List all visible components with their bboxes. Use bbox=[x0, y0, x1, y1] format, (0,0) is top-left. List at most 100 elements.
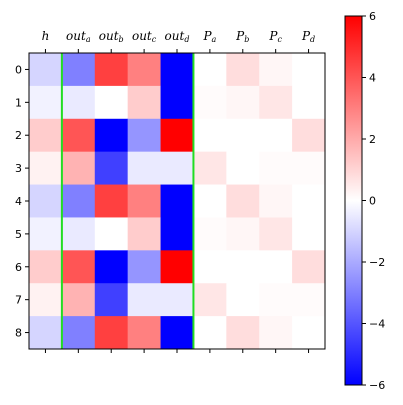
heatmap-cell bbox=[29, 250, 63, 284]
heatmap-cell bbox=[226, 151, 260, 185]
heatmap-cell bbox=[226, 250, 260, 284]
y-tick-label: 8 bbox=[15, 327, 22, 340]
y-tick-label: 4 bbox=[15, 195, 22, 208]
colorbar-tick-label: 6 bbox=[369, 10, 376, 23]
colorbar-tick-label: −6 bbox=[369, 379, 385, 392]
x-tick-label: outd bbox=[165, 29, 190, 44]
heatmap-cell bbox=[292, 85, 326, 120]
heatmap-cell bbox=[127, 85, 161, 120]
heatmap-cell bbox=[259, 85, 293, 120]
heatmap-cell bbox=[193, 118, 227, 153]
x-tick-label: outb bbox=[99, 29, 124, 44]
x-tick-label: outa bbox=[66, 29, 91, 44]
heatmap-cell bbox=[94, 118, 129, 153]
heatmap-cell bbox=[127, 250, 161, 284]
heatmap-cell bbox=[259, 151, 293, 185]
heatmap-cell bbox=[94, 85, 129, 120]
y-tick-label: 2 bbox=[15, 129, 22, 142]
heatmap-cell bbox=[160, 151, 194, 185]
x-axis-ticks: h outa outb outc outd Pa Pb Pc Pd bbox=[42, 29, 315, 353]
heatmap-cell bbox=[61, 250, 96, 284]
heatmap-cell bbox=[29, 85, 63, 120]
heatmap-cell bbox=[29, 151, 63, 185]
colorbar-tick-label: 0 bbox=[369, 195, 376, 208]
heatmap-cell bbox=[160, 85, 194, 120]
heatmap-cell bbox=[127, 184, 161, 218]
heatmap-cell bbox=[193, 151, 227, 185]
heatmap-cell bbox=[29, 184, 63, 218]
heatmap-cell bbox=[292, 184, 326, 218]
y-axis-ticks: 0 1 2 3 4 5 6 7 8 bbox=[15, 63, 29, 340]
y-tick-label: 0 bbox=[15, 63, 22, 76]
heatmap-cell bbox=[61, 316, 96, 350]
heatmap-cell bbox=[29, 316, 63, 350]
heatmap-cell bbox=[193, 53, 227, 87]
colorbar bbox=[344, 15, 363, 386]
heatmap-cell bbox=[226, 217, 260, 251]
heatmap-cell bbox=[226, 118, 260, 153]
heatmap-cell bbox=[259, 283, 293, 317]
heatmap-cell bbox=[193, 316, 227, 350]
colorbar-tick-label: −2 bbox=[369, 256, 385, 269]
y-tick-label: 7 bbox=[15, 294, 22, 307]
heatmap-cell bbox=[193, 250, 227, 284]
heatmap-cell bbox=[61, 151, 96, 185]
heatmap-cell bbox=[226, 184, 260, 218]
heatmap-cell bbox=[160, 53, 194, 87]
heatmap-cell bbox=[292, 151, 326, 185]
heatmap-cell bbox=[61, 217, 96, 251]
heatmap-cell bbox=[94, 217, 129, 251]
heatmap-cell bbox=[193, 217, 227, 251]
heatmap-cell bbox=[160, 217, 194, 251]
heatmap-cell bbox=[292, 283, 326, 317]
heatmap-cell bbox=[29, 118, 63, 153]
heatmap-cell bbox=[94, 184, 129, 218]
heatmap-cell bbox=[127, 118, 161, 153]
heatmap-cell bbox=[94, 53, 129, 87]
heatmap-cell bbox=[259, 53, 293, 87]
y-tick-label: 3 bbox=[15, 162, 22, 175]
heatmap-cell bbox=[226, 283, 260, 317]
x-tick-label: Pa bbox=[202, 29, 216, 44]
heatmap-cell bbox=[226, 316, 260, 350]
heatmap-cell bbox=[226, 85, 260, 120]
heatmap-cell bbox=[94, 250, 129, 284]
y-tick-label: 1 bbox=[15, 96, 22, 109]
heatmap-cell bbox=[127, 316, 161, 350]
x-tick-label: Pc bbox=[268, 29, 282, 44]
heatmap-cell bbox=[259, 217, 293, 251]
separator-lines bbox=[60, 53, 195, 349]
heatmap-cell bbox=[61, 118, 96, 153]
heatmap-cell bbox=[160, 250, 194, 284]
heatmap-cell bbox=[127, 283, 161, 317]
y-tick-label: 5 bbox=[15, 228, 22, 241]
heatmap-cell bbox=[127, 217, 161, 251]
heatmap-cell bbox=[94, 316, 129, 350]
heatmap-cell bbox=[160, 184, 194, 218]
heatmap-cells bbox=[29, 53, 326, 350]
heatmap-cell bbox=[193, 283, 227, 317]
heatmap-cell bbox=[127, 53, 161, 87]
colorbar-tick-label: 4 bbox=[369, 72, 376, 85]
heatmap-cell bbox=[61, 53, 96, 87]
colorbar-tick-label: 2 bbox=[369, 133, 376, 146]
heatmap-cell bbox=[29, 283, 63, 317]
heatmap-cell bbox=[292, 118, 326, 153]
heatmap-cell bbox=[61, 283, 96, 317]
heatmap-cell bbox=[259, 184, 293, 218]
heatmap-cell bbox=[94, 283, 129, 317]
x-tick-label: outc bbox=[132, 29, 157, 44]
heatmap-cell bbox=[127, 151, 161, 185]
heatmap-cell bbox=[160, 118, 194, 153]
heatmap-cell bbox=[160, 283, 194, 317]
heatmap-cell bbox=[193, 85, 227, 120]
heatmap-cell bbox=[29, 217, 63, 251]
heatmap-cell bbox=[259, 316, 293, 350]
x-tick-label: h bbox=[42, 29, 50, 43]
colorbar-ticks: 6 4 2 0 −2 −4 −6 bbox=[362, 10, 385, 392]
heatmap-cell bbox=[226, 53, 260, 87]
heatmap-cell bbox=[160, 316, 194, 350]
heatmap-cell bbox=[292, 53, 326, 87]
heatmap-cell bbox=[292, 250, 326, 284]
heatmap-cell bbox=[292, 316, 326, 350]
